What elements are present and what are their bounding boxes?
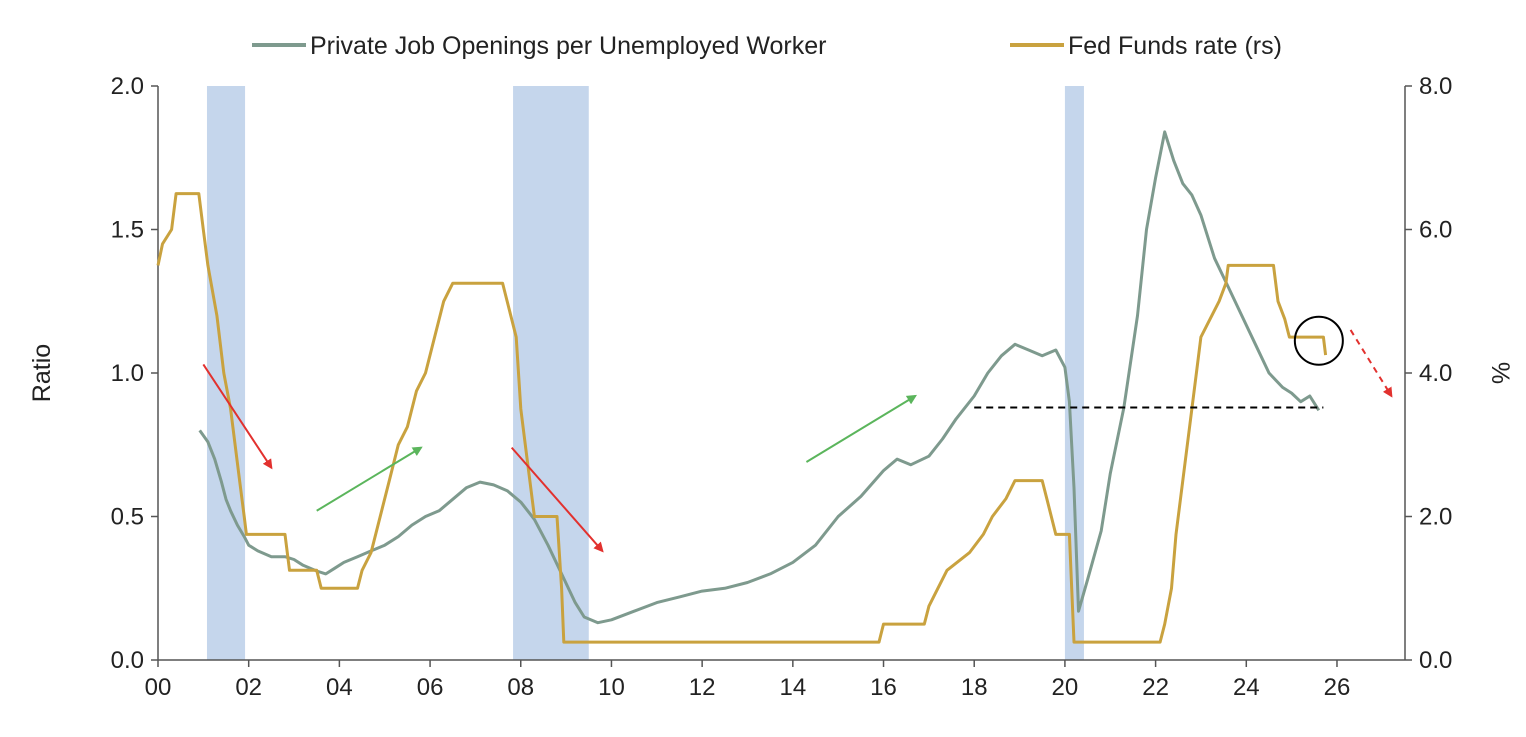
x-tick-label-0: 00 <box>145 674 172 701</box>
highlight-circle <box>1293 315 1344 366</box>
recession-band-1 <box>513 86 589 660</box>
x-tick-label-12: 24 <box>1233 674 1260 701</box>
series-line-fed-funds <box>156 192 1328 644</box>
y-right-tick-label-1: 2.0 <box>1419 504 1452 531</box>
legend-label-fed-funds: Fed Funds rate (rs) <box>1068 32 1282 60</box>
series-group <box>156 130 1328 644</box>
arrow-down-2001 <box>202 363 273 470</box>
y-left-axis-title: Ratio <box>28 344 56 402</box>
x-tick-label-13: 26 <box>1324 674 1351 701</box>
x-tick-label-10: 20 <box>1052 674 1079 701</box>
x-tick-label-6: 12 <box>689 674 716 701</box>
y-right-tick-label-3: 6.0 <box>1419 217 1452 244</box>
x-tick-label-1: 02 <box>235 674 262 701</box>
legend-label-job-openings: Private Job Openings per Unemployed Work… <box>310 32 826 60</box>
x-tick-label-7: 14 <box>779 674 806 701</box>
y-right-tick-label-4: 8.0 <box>1419 73 1452 100</box>
arrow-up-2015 <box>805 394 917 463</box>
x-tick-label-8: 16 <box>870 674 897 701</box>
x-tick-label-2: 04 <box>326 674 353 701</box>
x-tick-label-4: 08 <box>507 674 534 701</box>
y-right-tick-label-2: 4.0 <box>1419 360 1452 387</box>
y-right-axis-title: % <box>1486 362 1514 384</box>
x-tick-label-3: 06 <box>417 674 444 701</box>
y-left-tick-label-0: 0.0 <box>111 647 144 674</box>
x-tick-label-9: 18 <box>961 674 988 701</box>
arrow-down-2026 <box>1349 329 1393 398</box>
x-tick-label-5: 10 <box>598 674 625 701</box>
series-line-job-openings <box>198 130 1321 625</box>
annotation-group <box>202 315 1393 553</box>
recession-shading-group <box>206 86 1084 660</box>
legend: Private Job Openings per Unemployed Work… <box>252 32 1282 60</box>
recession-band-0 <box>206 86 246 660</box>
tick-group: 00 02 04 06 08 10 12 14 16 18 20 22 24 26 0.0 0.5 1.0 1.5… <box>111 73 1453 701</box>
y-left-tick-label-3: 1.5 <box>111 217 144 244</box>
arrow-down-2008 <box>510 446 604 553</box>
y-left-tick-label-1: 0.5 <box>111 504 144 531</box>
arrow-up-2004 <box>316 446 423 512</box>
y-left-tick-label-4: 2.0 <box>111 73 144 100</box>
recession-band-2 <box>1064 86 1084 660</box>
y-left-tick-label-2: 1.0 <box>111 360 144 387</box>
axes <box>157 86 1406 661</box>
x-tick-label-11: 22 <box>1142 674 1169 701</box>
y-right-tick-label-0: 0.0 <box>1419 647 1452 674</box>
